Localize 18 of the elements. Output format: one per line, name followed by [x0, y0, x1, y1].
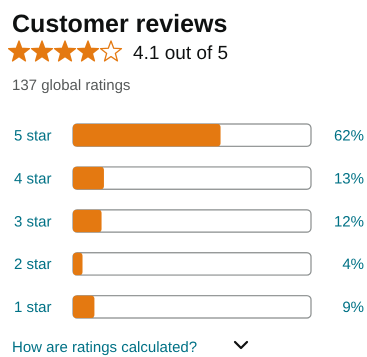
- data-label: 12%: [334, 213, 364, 230]
- data-label: 13%: [334, 170, 364, 188]
- chart-subtitle: 4.1 out of 5: [133, 43, 228, 64]
- y-tick-label: 5 star: [14, 127, 52, 144]
- y-tick-label: 3 star: [14, 213, 52, 230]
- y-tick-label: 4 star: [14, 170, 52, 188]
- y-tick-label: 1 star: [14, 299, 52, 316]
- text: 137 global ratings: [12, 77, 130, 94]
- chart-title: Customer reviews: [12, 10, 228, 38]
- bar: [73, 296, 94, 318]
- bar: [73, 252, 83, 276]
- text: How are ratings calculated?: [12, 339, 198, 356]
- bar: [73, 166, 104, 190]
- data-label: 62%: [334, 127, 364, 144]
- data-label: 4%: [342, 256, 364, 274]
- data-label: 9%: [342, 299, 364, 316]
- bar: [73, 210, 102, 232]
- y-tick-label: 2 star: [14, 256, 52, 274]
